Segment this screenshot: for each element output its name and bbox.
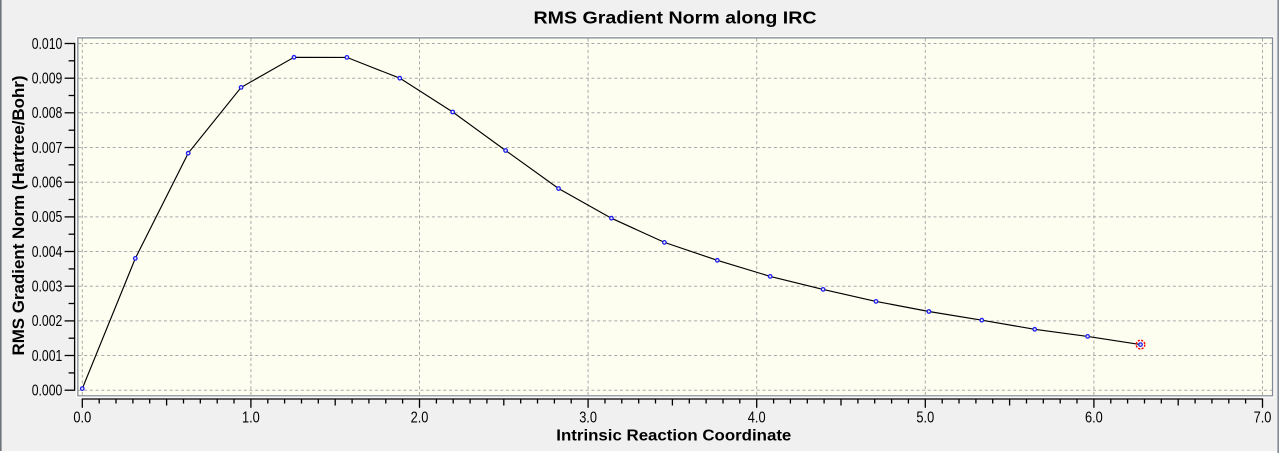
svg-text:0.010: 0.010 (32, 36, 63, 53)
svg-text:RMS Gradient Norm (Hartree/Boh: RMS Gradient Norm (Hartree/Bohr) (10, 75, 28, 355)
svg-text:0.000: 0.000 (32, 383, 63, 400)
svg-text:Intrinsic Reaction Coordinate: Intrinsic Reaction Coordinate (556, 428, 791, 445)
svg-text:3.0: 3.0 (579, 409, 597, 426)
svg-text:5.0: 5.0 (916, 409, 934, 426)
svg-text:2.0: 2.0 (411, 409, 429, 426)
svg-text:6.0: 6.0 (1085, 409, 1103, 426)
svg-text:0.003: 0.003 (32, 279, 63, 296)
svg-text:0.005: 0.005 (32, 209, 63, 226)
svg-text:1.0: 1.0 (242, 409, 260, 426)
svg-text:0.008: 0.008 (32, 105, 63, 122)
svg-text:0.004: 0.004 (32, 244, 63, 261)
svg-text:0.006: 0.006 (32, 175, 63, 192)
svg-text:0.002: 0.002 (32, 313, 63, 330)
svg-text:0.001: 0.001 (32, 348, 63, 365)
svg-text:RMS Gradient Norm along IRC: RMS Gradient Norm along IRC (534, 8, 817, 28)
svg-text:7.0: 7.0 (1254, 409, 1272, 426)
svg-text:0.0: 0.0 (73, 409, 91, 426)
svg-text:0.007: 0.007 (32, 140, 63, 157)
svg-text:0.009: 0.009 (32, 71, 63, 88)
svg-text:4.0: 4.0 (748, 409, 766, 426)
